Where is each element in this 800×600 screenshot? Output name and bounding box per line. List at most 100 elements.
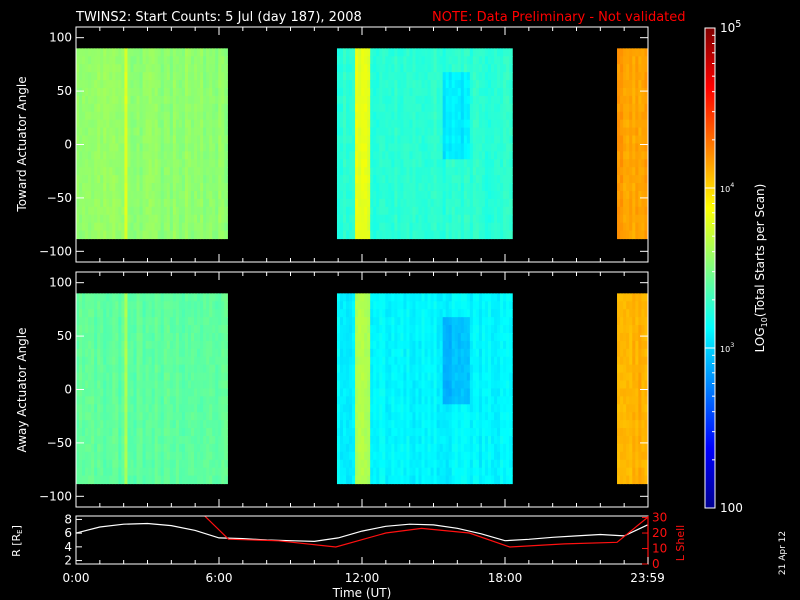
heatmap-cell [124, 317, 129, 326]
heatmap-cell [638, 159, 643, 168]
heatmap-cell [403, 356, 408, 366]
heatmap-cell [175, 143, 180, 152]
heatmap-cell [200, 428, 204, 437]
heatmap-cell [178, 356, 183, 366]
heatmap-cell [424, 87, 429, 97]
heatmap-cell [635, 143, 639, 152]
heatmap-cell [109, 119, 113, 129]
heatmap-cell [641, 119, 646, 129]
heatmap-cell [194, 159, 198, 168]
heatmap-cell [187, 348, 192, 358]
heatmap-cell [439, 167, 444, 176]
heatmap-cell [415, 198, 420, 208]
heatmap-cell [224, 428, 228, 437]
heatmap-cell [346, 222, 350, 232]
heatmap-cell [403, 404, 408, 413]
heatmap-cell [361, 198, 365, 208]
heatmap-cell [169, 56, 174, 65]
heatmap-cell [181, 103, 186, 113]
heatmap-cell [221, 428, 225, 437]
heatmap-cell [481, 175, 486, 184]
heatmap-cell [635, 222, 639, 232]
heatmap-cell [148, 340, 153, 350]
heatmap-cell [106, 364, 110, 374]
heatmap-cell [629, 95, 633, 105]
heatmap-cell [178, 293, 183, 302]
heatmap-cell [218, 372, 222, 382]
heatmap-cell [484, 87, 489, 97]
heatmap-cell [340, 404, 344, 413]
heatmap-cell [349, 95, 353, 105]
heatmap-cell [145, 64, 150, 73]
heatmap-cell [336, 467, 341, 477]
heatmap-cell [424, 372, 429, 382]
heatmap-cell [127, 56, 132, 65]
heatmap-cell [100, 206, 104, 216]
heatmap-cell [379, 48, 383, 57]
heatmap-cell [209, 420, 213, 429]
heatmap-cell [445, 111, 450, 121]
heatmap-cell [169, 72, 174, 81]
heatmap-cell [361, 420, 365, 429]
heatmap-cell [184, 420, 189, 429]
heatmap-cell [388, 467, 392, 477]
heatmap-cell [178, 222, 183, 232]
heatmap-cell [638, 48, 643, 57]
heatmap-cell [169, 332, 174, 342]
heatmap-cell [436, 380, 441, 390]
heatmap-cell [212, 293, 216, 302]
heatmap-cell [197, 356, 201, 366]
heatmap-cell [355, 364, 359, 374]
heatmap-cell [457, 151, 462, 160]
heatmap-cell [379, 412, 383, 421]
heatmap-cell [91, 95, 95, 105]
heatmap-cell [82, 309, 86, 318]
heatmap-cell [430, 301, 435, 310]
heatmap-cell [82, 340, 86, 350]
heatmap-cell [184, 175, 189, 184]
heatmap-cell [406, 317, 411, 326]
heatmap-cell [212, 214, 216, 224]
heatmap-cell [106, 443, 110, 453]
heatmap-cell [154, 103, 159, 113]
heatmap-cell [115, 190, 119, 200]
heatmap-cell [352, 135, 356, 145]
heatmap-cell [100, 428, 104, 437]
heatmap-cell [169, 230, 174, 240]
heatmap-cell [127, 230, 132, 240]
heatmap-cell [397, 175, 401, 184]
heatmap-cell [79, 64, 83, 73]
heatmap-cell [181, 428, 186, 437]
heatmap-cell [424, 159, 429, 168]
heatmap-cell [412, 64, 417, 73]
heatmap-cell [364, 72, 368, 81]
heatmap-cell [88, 222, 92, 232]
heatmap-cell [391, 396, 395, 405]
heatmap-cell [121, 222, 126, 232]
heatmap-cell [448, 309, 453, 318]
heatmap-cell [442, 475, 447, 485]
heatmap-cell [373, 420, 377, 429]
heatmap-cell [203, 143, 207, 152]
heatmap-cell [181, 143, 186, 152]
heatmap-cell [336, 388, 341, 397]
heatmap-cell [184, 143, 189, 152]
heatmap-cell [361, 143, 365, 152]
heatmap-cell [445, 356, 450, 366]
heatmap-cell [472, 214, 477, 224]
heatmap-cell [91, 87, 95, 97]
heatmap-cell [427, 127, 432, 137]
heatmap-cell [466, 135, 471, 145]
heatmap-cell [187, 332, 192, 342]
heatmap-cell [376, 80, 380, 89]
heatmap-cell [224, 214, 228, 224]
heatmap-cell [500, 135, 504, 145]
heatmap-cell [106, 301, 110, 310]
heatmap-cell [361, 80, 365, 89]
heatmap-cell [484, 48, 489, 57]
heatmap-cell [394, 459, 398, 469]
heatmap-cell [209, 80, 213, 89]
heatmap-cell [626, 175, 630, 184]
heatmap-cell [469, 80, 474, 89]
heatmap-cell [145, 143, 150, 152]
